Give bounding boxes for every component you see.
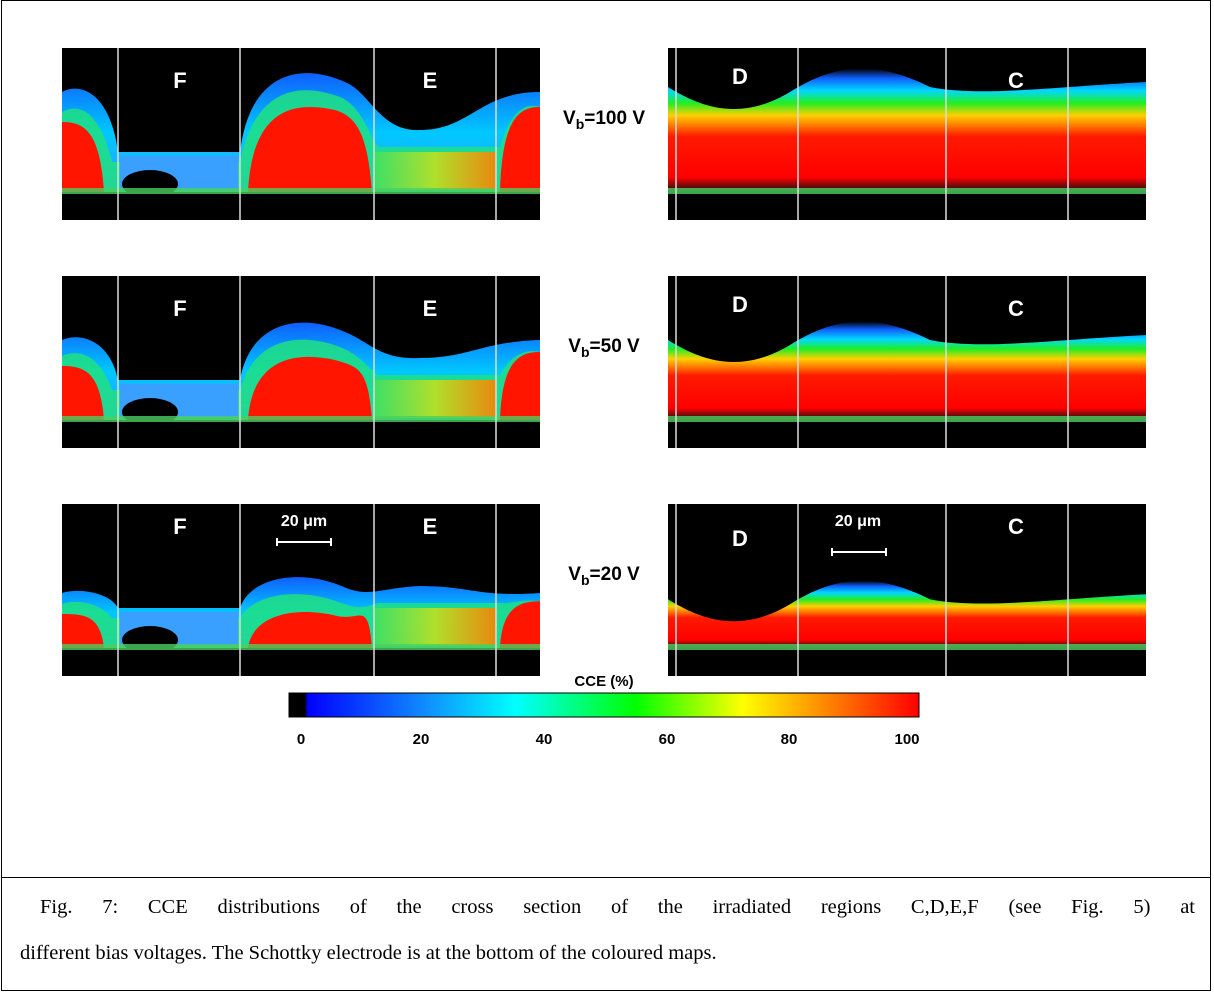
region-label-d: D [732, 292, 748, 317]
region-label-c: C [1008, 68, 1024, 93]
region-label-f: F [173, 68, 186, 93]
electrode-line [668, 188, 1146, 194]
electrode-line [62, 188, 540, 194]
cce-core [248, 612, 372, 648]
region-label-f: F [173, 514, 186, 539]
cce-panel-row: F E D C Vb=50 V [62, 276, 1146, 448]
electrode-line [668, 416, 1146, 422]
electrode-line [62, 416, 540, 422]
substrate [668, 194, 1146, 220]
scale-bar-label: 20 μm [281, 513, 327, 530]
region-label-c: C [1008, 296, 1024, 321]
scale-bar-label: 20 μm [835, 513, 881, 530]
colorbar-tick: 40 [536, 731, 553, 748]
bias-voltage-label: Vb=20 V [568, 564, 640, 588]
substrate [62, 194, 540, 220]
colorbar-title: CCE (%) [574, 673, 633, 690]
colorbar-tick: 60 [659, 731, 676, 748]
colorbar: CCE (%) 0 20 40 60 80 100 [288, 673, 920, 748]
cce-core [62, 614, 104, 648]
colorbar-tick: 100 [894, 731, 919, 748]
region-label-e: E [423, 68, 438, 93]
cce-mid-region [374, 380, 496, 418]
electrode-line [62, 644, 540, 650]
cce-core [500, 601, 540, 648]
cce-core [500, 352, 540, 420]
bias-voltage-label: Vb=50 V [568, 336, 640, 360]
cce-mid-region [374, 152, 496, 190]
region-label-f: F [173, 296, 186, 321]
cce-band [668, 321, 1146, 420]
caption-divider [1, 877, 1211, 878]
caption-line-2: different bias voltages. The Schottky el… [20, 942, 717, 964]
region-label-d: D [732, 64, 748, 89]
cce-mid-region [374, 608, 496, 646]
colorbar-tick: 20 [413, 731, 430, 748]
cce-core [500, 107, 540, 192]
substrate [668, 650, 1146, 676]
cce-panel-row: F E D C Vb=20 V 20 μm 20 μm [62, 504, 1146, 676]
cce-core [248, 106, 372, 192]
region-label-e: E [423, 514, 438, 539]
cce-figure: F E D CVb=100 VF E D CVb=50 VF E D CVb=20 V20 μm 2… [62, 48, 1146, 748]
electrode-line [668, 644, 1146, 650]
colorbar-tick: 0 [297, 731, 305, 748]
cce-panel-row: F E D C Vb=100 V [62, 48, 1146, 220]
cce-core [248, 356, 372, 420]
region-label-d: D [732, 526, 748, 551]
substrate [668, 422, 1146, 448]
colorbar-gradient [288, 692, 920, 718]
scale-bar: 20 μm 20 μm [276, 513, 887, 556]
region-label-e: E [423, 296, 438, 321]
figure-caption: Fig. 7: CCE distributions of the cross s… [20, 884, 1195, 976]
caption-line-1: Fig. 7: CCE distributions of the cross s… [40, 896, 1195, 918]
cce-band [668, 68, 1146, 192]
bias-voltage-label: Vb=100 V [563, 108, 645, 132]
cce-band [668, 580, 1146, 648]
substrate [62, 422, 540, 448]
substrate [62, 650, 540, 676]
cce-core [62, 366, 104, 420]
region-label-c: C [1008, 514, 1024, 539]
colorbar-tick: 80 [781, 731, 798, 748]
cce-core [62, 122, 104, 192]
